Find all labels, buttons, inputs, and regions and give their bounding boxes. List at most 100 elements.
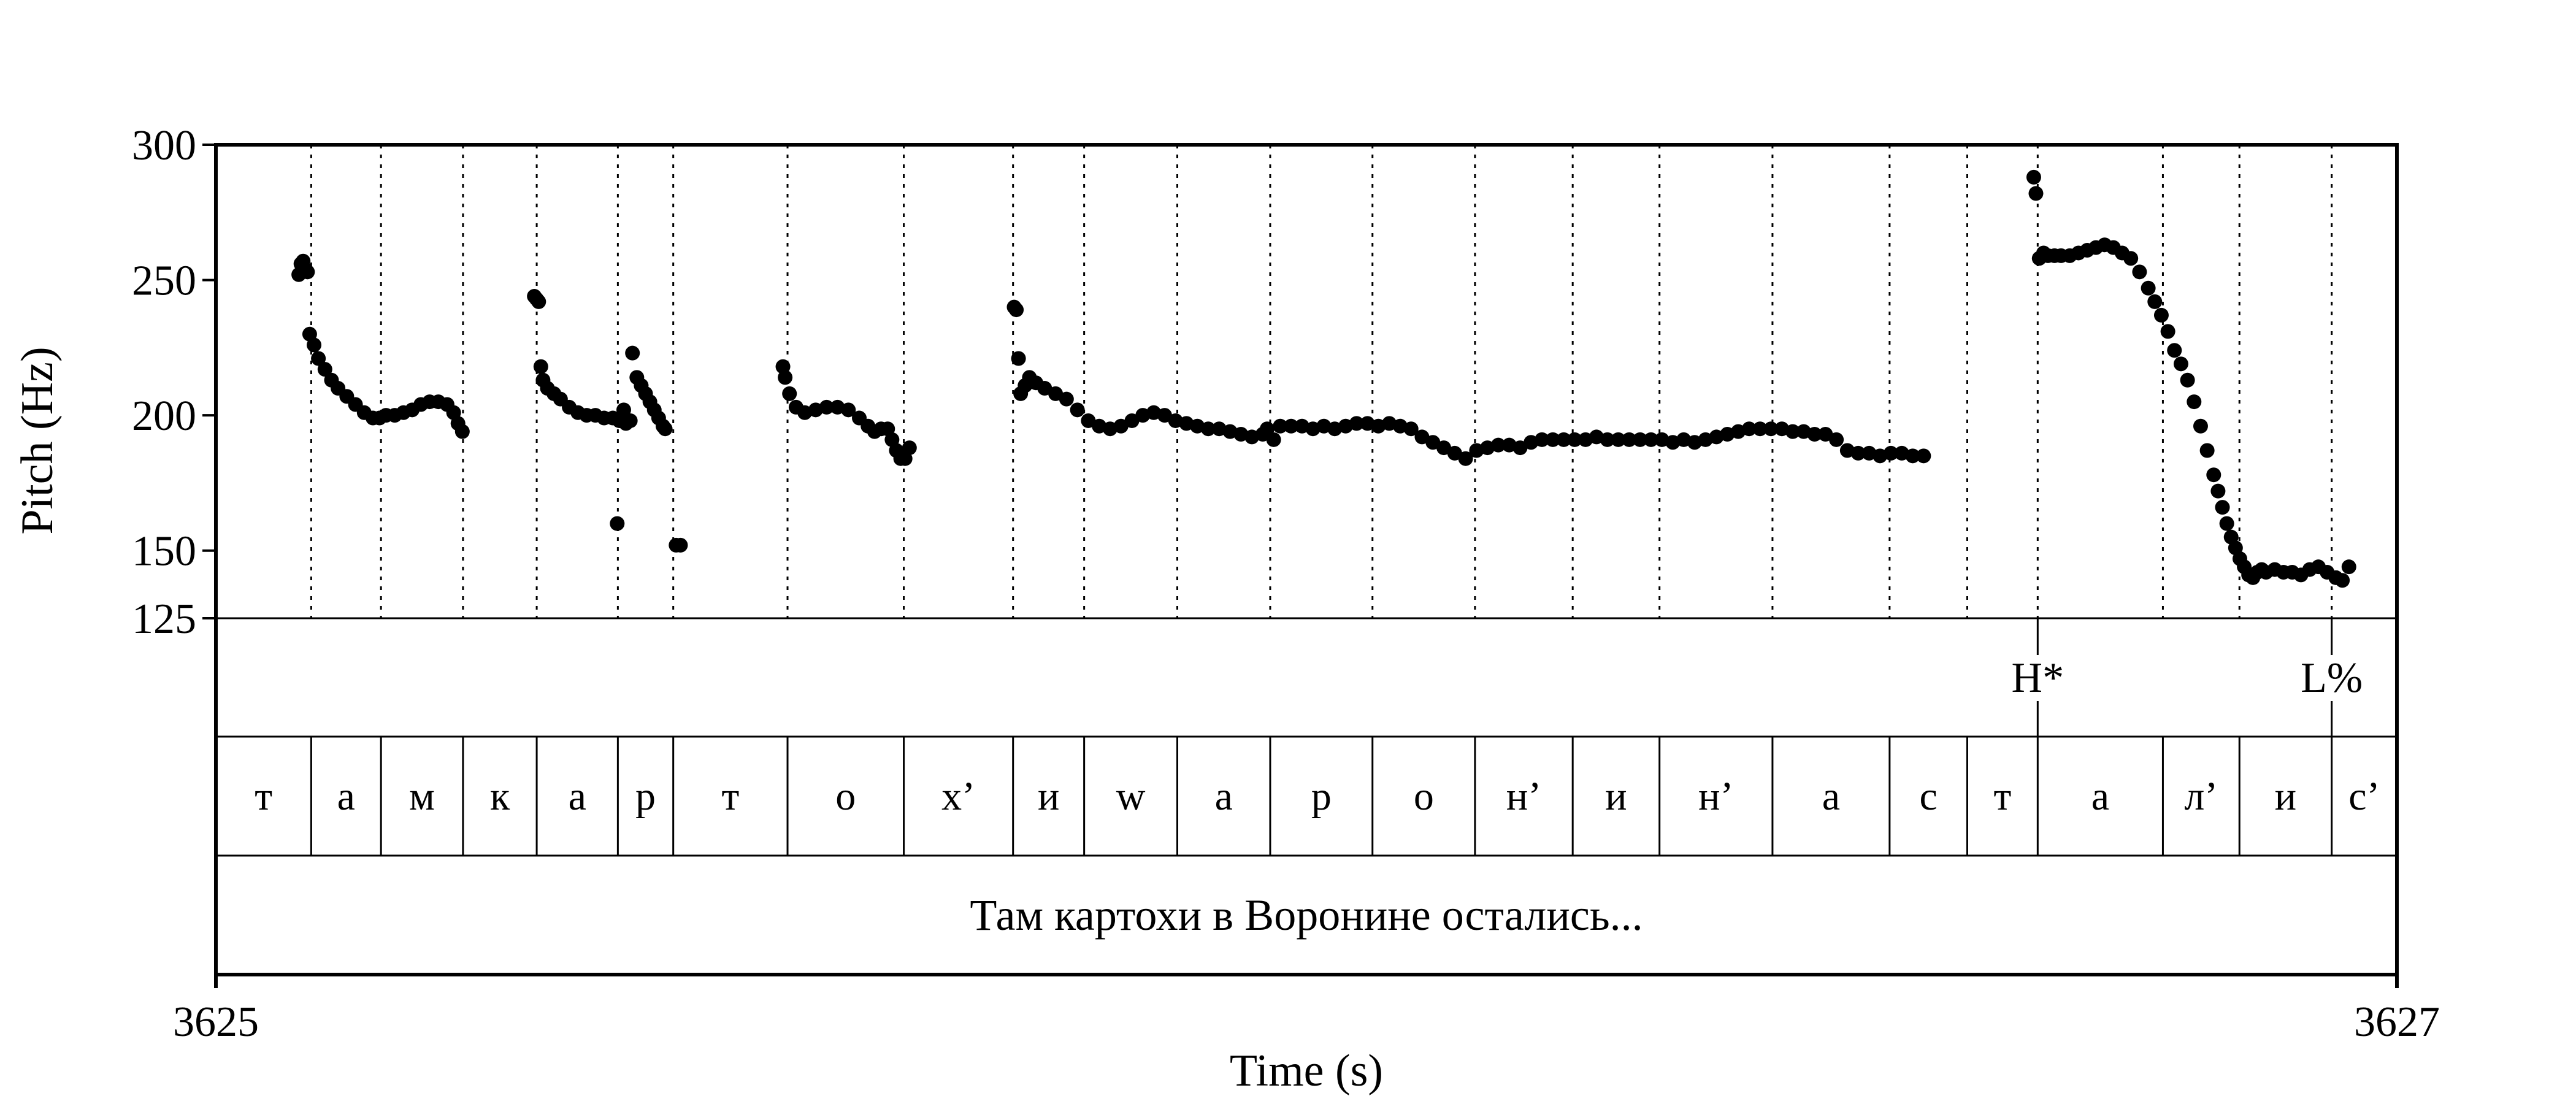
pitch-point	[2341, 559, 2356, 575]
pitch-point	[1425, 435, 1441, 450]
pitch-point	[2199, 443, 2215, 458]
pitch-point	[1763, 421, 1779, 437]
pitch-point	[1850, 445, 1866, 461]
pitch-point	[1807, 427, 1822, 442]
pitch-point	[673, 537, 688, 553]
segment-label: с’	[2348, 774, 2380, 819]
pitch-point	[1490, 437, 1506, 453]
x-tick-start: 3625	[173, 999, 259, 1046]
pitch-point	[1447, 445, 1462, 461]
pitch-point	[2215, 500, 2230, 515]
pitch-point	[1113, 418, 1129, 434]
pitch-point	[610, 516, 625, 531]
pitch-point	[1124, 413, 1140, 428]
pitch-point	[2180, 372, 2195, 388]
pitch-point	[1611, 432, 1626, 447]
segment-label: и	[1605, 774, 1627, 819]
pitch-point	[2219, 516, 2234, 531]
pitch-point	[1458, 451, 1473, 466]
chart-frame	[214, 143, 2399, 988]
pitch-point	[1622, 432, 1637, 447]
pitch-point	[1349, 416, 1364, 431]
segment-label: л’	[2184, 774, 2218, 819]
pitch-point	[454, 424, 470, 439]
pitch-point	[1200, 421, 1216, 437]
segment-label: х’	[941, 774, 975, 819]
pitch-point	[1436, 440, 1452, 456]
y-axis-title: Pitch (Hz)	[12, 347, 63, 534]
segment-label: р	[1311, 774, 1332, 819]
pitch-point	[2123, 251, 2139, 266]
pitch-point	[1048, 386, 1064, 401]
pitch-point	[2132, 264, 2147, 280]
pitch-point	[2153, 307, 2169, 323]
tone-label: L%	[2301, 654, 2363, 702]
pitch-point	[2206, 467, 2221, 483]
pitch-point	[1273, 418, 1288, 434]
segment-label: т	[255, 774, 272, 819]
pitch-point	[1070, 402, 1085, 418]
y-tick-label: 300	[132, 122, 196, 169]
pitch-point	[311, 351, 326, 366]
boundary-lines	[310, 145, 2333, 618]
segment-label: w	[1116, 774, 1146, 819]
pitch-point	[1284, 418, 1299, 434]
segment-label: а	[1822, 774, 1840, 819]
pitch-point	[1259, 421, 1275, 437]
pitch-point	[1741, 421, 1757, 437]
y-tick-label: 150	[132, 528, 196, 575]
pitch-point	[2173, 356, 2188, 372]
pitch-point	[623, 413, 638, 428]
tone-label: H*	[2012, 654, 2064, 702]
pitch-point	[1009, 302, 1024, 318]
pitch-point	[2187, 394, 2202, 410]
pitch-point	[1081, 413, 1096, 428]
x-axis-title: Time (s)	[1230, 1046, 1383, 1096]
pitch-point	[1157, 408, 1172, 423]
pitch-point	[2028, 186, 2044, 201]
segment-label: о	[1414, 774, 1434, 819]
pitch-point	[1567, 432, 1582, 447]
pitch-point	[1535, 432, 1550, 447]
segment-label: о	[835, 774, 856, 819]
segment-label: к	[490, 774, 510, 819]
segment-label: и	[2275, 774, 2296, 819]
segment-label: а	[2091, 774, 2109, 819]
segment-label: а	[337, 774, 355, 819]
pitch-point	[1512, 440, 1528, 456]
pitch-point	[1752, 421, 1768, 437]
pitch-point	[819, 399, 834, 415]
pitch-point	[902, 440, 917, 456]
tone-tier: H* L%	[2012, 618, 2363, 737]
y-tick-label: 250	[132, 258, 196, 305]
segment-label: т	[721, 774, 739, 819]
pitch-point	[2160, 324, 2175, 339]
pitch-point	[1829, 432, 1844, 447]
segment-label: с	[1920, 774, 1938, 819]
pitch-point	[307, 337, 322, 353]
y-tick-label: 200	[132, 393, 196, 440]
pitch-point	[2210, 483, 2226, 499]
pitch-point	[1600, 432, 1615, 447]
pitch-point	[841, 402, 856, 418]
pitch-point	[778, 370, 793, 385]
pitch-point	[1266, 432, 1281, 447]
pitch-point	[1414, 429, 1430, 445]
pitch-point	[1037, 381, 1052, 396]
pitch-point	[1403, 421, 1419, 437]
pitch-point	[1643, 432, 1658, 447]
pitch-point	[1556, 432, 1571, 447]
pitch-point	[2147, 294, 2163, 309]
pitch-points	[291, 169, 2356, 588]
pitch-point	[2167, 343, 2182, 358]
pitch-point	[616, 402, 631, 418]
segment-label: н’	[1506, 774, 1541, 819]
segment-label: м	[409, 774, 435, 819]
segment-label: а	[1215, 774, 1233, 819]
pitch-point	[1785, 424, 1800, 439]
pitch-point	[657, 421, 673, 437]
segment-tier: т а м к а р т о х’ и w а р о н’ и н’ а с т а л’ и с’	[255, 737, 2380, 856]
pitch-point	[317, 362, 332, 377]
y-axis-ticks: 300 250 200 150 125	[132, 122, 216, 643]
